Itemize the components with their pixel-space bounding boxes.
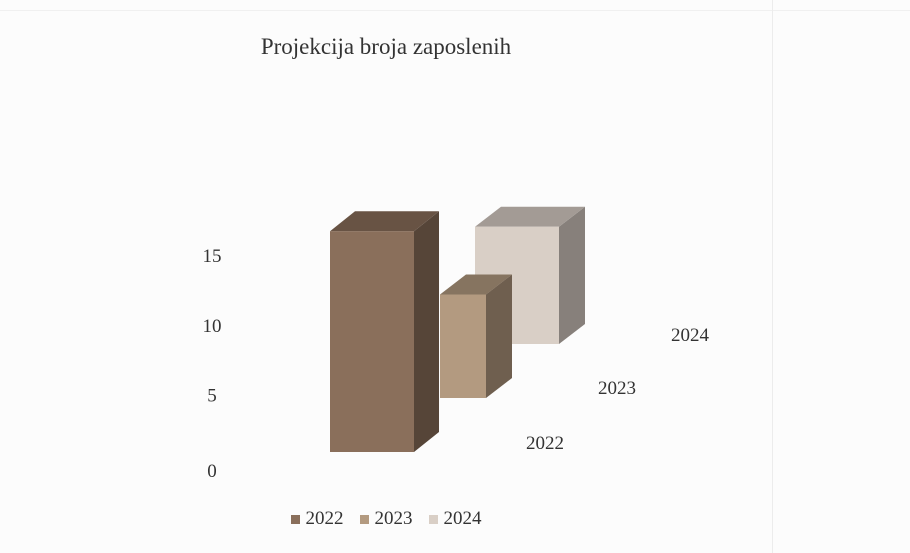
y-tick-label: 0 [207, 461, 217, 482]
legend-label: 2022 [305, 508, 344, 529]
bar-top-2022 [330, 211, 439, 232]
legend-item: 2023 [359, 508, 413, 530]
legend-swatch [359, 514, 369, 524]
y-tick-label: 5 [207, 385, 217, 406]
bar-2022 [330, 231, 414, 452]
y-tick-label: 15 [203, 246, 222, 267]
legend-label: 2024 [443, 508, 482, 529]
legend-item: 2022 [290, 508, 344, 530]
category-label: 2023 [598, 378, 636, 399]
bar-top-2023 [440, 274, 512, 295]
bar-2023 [440, 294, 486, 398]
legend-item: 2024 [428, 508, 482, 530]
legend-swatch [428, 514, 438, 524]
frame-divider-top [0, 10, 910, 11]
category-label: 2024 [671, 325, 710, 346]
chart-legend: 2022 2023 2024 [0, 508, 772, 530]
bar-side-2024 [559, 206, 585, 344]
legend-label: 2023 [374, 508, 413, 529]
chart-title: Projekcija broja zaposlenih [260, 34, 512, 59]
legend-swatch [290, 514, 300, 524]
bar-side-2022 [414, 211, 439, 452]
chart-plot-area: 0 5 10 15 2022 2023 2024 [203, 206, 710, 482]
frame-divider-right [772, 0, 773, 553]
y-tick-label: 10 [203, 316, 222, 337]
bar-top-2024 [475, 206, 585, 227]
bar-side-2023 [486, 274, 512, 398]
category-label: 2022 [526, 433, 564, 454]
